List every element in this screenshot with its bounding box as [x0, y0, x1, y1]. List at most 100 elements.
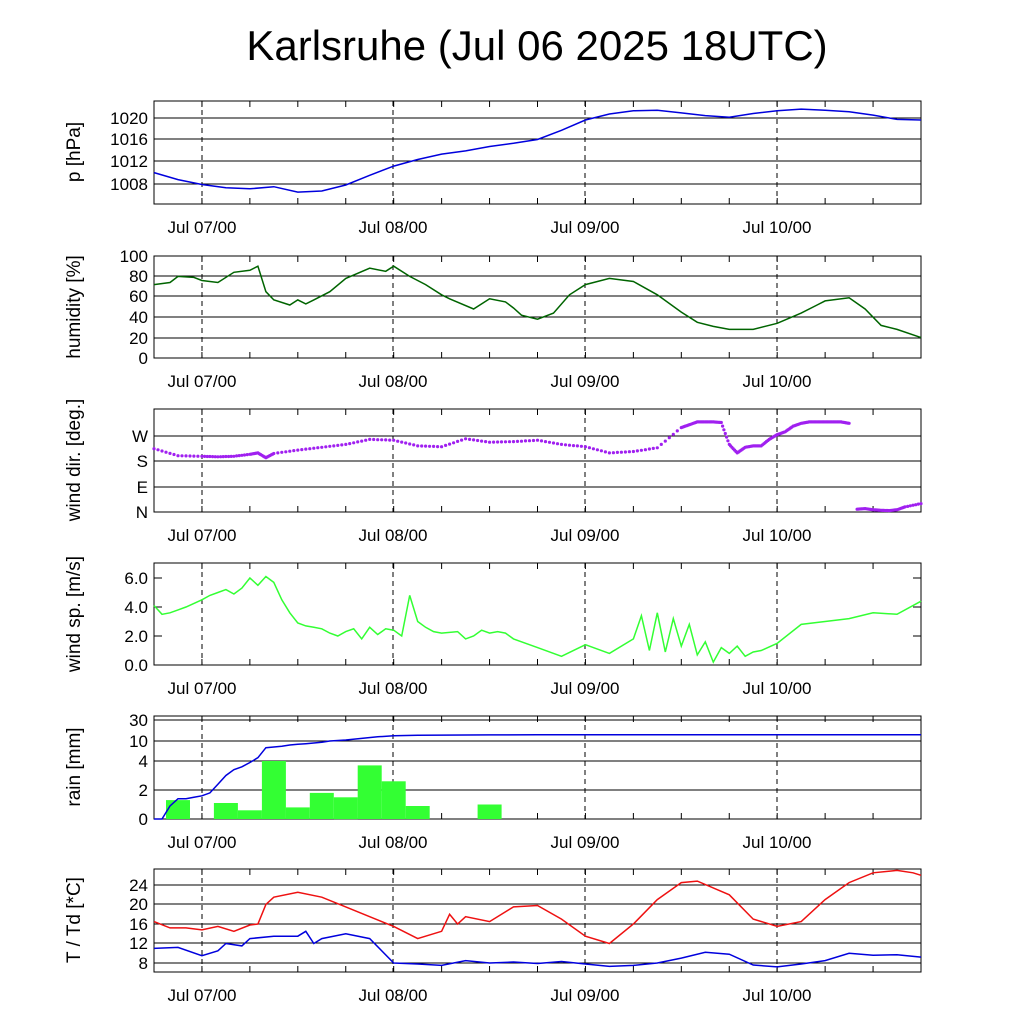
wind-direction-point [723, 431, 727, 436]
x-tick-label: Jul 07/00 [168, 218, 237, 237]
wind-direction-point [591, 447, 596, 451]
wind-direction-point [615, 450, 620, 454]
wind-direction-point [348, 442, 352, 446]
plot-frame [153, 255, 922, 359]
wind-direction-point [551, 441, 556, 445]
wind-direction-point [559, 442, 564, 446]
wind-direction-point [480, 439, 484, 443]
wind-direction-point [235, 454, 239, 458]
wind-direction-point [184, 454, 188, 458]
wind-direction-point [428, 444, 432, 448]
wind-direction-point [188, 454, 192, 458]
x-tick-label: Jul 09/00 [551, 218, 620, 237]
rain-bar [357, 765, 382, 819]
wind-direction-point [392, 438, 396, 442]
wind-direction-point [444, 443, 448, 447]
wind-direction-point [579, 444, 584, 448]
wind-direction-point [571, 444, 576, 448]
x-tick-label: Jul 09/00 [551, 833, 620, 852]
wind-direction-point [726, 439, 730, 443]
wind-direction-point [472, 438, 476, 442]
wind-direction-point [535, 438, 540, 442]
wind-direction-point [563, 443, 568, 447]
wind-direction-point [659, 442, 663, 446]
wind-direction-point [152, 447, 156, 451]
wind-direction-point [352, 441, 356, 445]
wind-direction-point [603, 450, 608, 454]
y-tick-label: 24 [129, 876, 148, 895]
wind-direction-point [229, 454, 233, 458]
wind-direction-point [675, 429, 679, 433]
y-tick-label: 2 [139, 781, 148, 800]
wind-direction-point [205, 454, 209, 459]
rain-bar [405, 806, 430, 819]
x-tick-label: Jul 07/00 [168, 526, 237, 545]
rain-bar [381, 781, 406, 819]
rain-accumulation-line [154, 733, 921, 820]
wind-direction-point [436, 445, 440, 449]
y-tick-label: 0.0 [124, 656, 148, 675]
x-tick-label: Jul 08/00 [359, 679, 428, 698]
y-tick-label: W [132, 427, 148, 446]
y-tick-label: 40 [129, 308, 148, 327]
wind-direction-point [172, 452, 176, 457]
wind-direction-point [911, 503, 915, 507]
wind-direction-point [611, 451, 616, 455]
wind-direction-point [468, 437, 472, 441]
wind-direction-point [456, 439, 460, 443]
rain-bar [477, 804, 502, 819]
wind-direction-point [511, 440, 516, 444]
wind-direction-point [304, 447, 308, 451]
wind-direction-point [476, 438, 480, 443]
wind-direction-point [722, 428, 726, 432]
y-tick-label: 8 [139, 954, 148, 973]
x-tick-label: Jul 08/00 [359, 372, 428, 391]
panel-1 [153, 100, 922, 205]
y-tick-label: 12 [129, 934, 148, 953]
wind-direction-point [440, 445, 444, 449]
y-tick-label: 1012 [110, 152, 148, 171]
x-tick-label: Jul 10/00 [743, 679, 812, 698]
wind-direction-point [667, 436, 671, 440]
wind-direction-point [639, 448, 644, 452]
x-tick-label: Jul 10/00 [743, 986, 812, 1005]
wind-direction-point [721, 424, 725, 428]
wind-direction-point [312, 446, 316, 450]
y-tick-label: 1016 [110, 130, 148, 149]
wind-direction-point [627, 450, 632, 454]
wind-direction-point [308, 447, 312, 451]
wind-direction-point [196, 454, 200, 458]
wind-direction-point [242, 453, 247, 457]
panel-6 [153, 868, 922, 973]
temperature-series-line [153, 869, 922, 945]
wind-direction-point [416, 444, 420, 448]
wind-direction-point [216, 455, 220, 459]
wind-direction-point [328, 444, 332, 448]
panel-4 [153, 562, 922, 666]
y-tick-label: 6.0 [124, 569, 148, 588]
wind-direction-point [400, 440, 404, 444]
wind-direction-point [344, 442, 348, 446]
wind-direction-point [583, 445, 588, 449]
x-tick-label: Jul 10/00 [743, 526, 812, 545]
wind-direction-point [364, 438, 368, 442]
wind-direction-point [464, 437, 468, 441]
wind-direction-point [408, 442, 412, 446]
rain-bar [261, 761, 286, 819]
y-tick-label: 16 [129, 915, 148, 934]
wind-direction-point [284, 450, 288, 454]
y-tick-label: 100 [120, 247, 148, 266]
y-axis-label: wind dir. [deg.] [64, 399, 85, 523]
wind-direction-point [192, 454, 196, 458]
x-tick-label: Jul 08/00 [359, 833, 428, 852]
pressure-series-line [153, 108, 922, 193]
wind-direction-point [211, 455, 215, 459]
wind-direction-point [316, 446, 320, 450]
wind-direction-point [647, 447, 652, 451]
wind-direction-point [160, 449, 164, 453]
wind-direction-point [531, 438, 536, 443]
wind-direction-point [168, 451, 172, 455]
rain-bar [166, 800, 190, 819]
wind-direction-point [384, 438, 388, 442]
y-axis-label: p [hPa] [64, 122, 85, 182]
